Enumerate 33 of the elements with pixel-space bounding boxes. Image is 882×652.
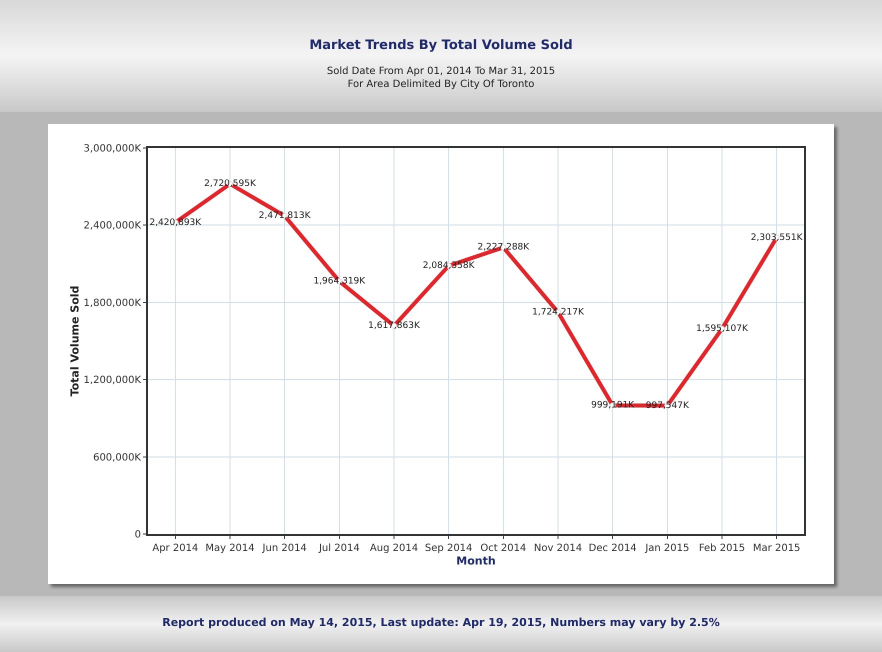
x-tick-label: Jun 2014 [262, 543, 307, 554]
x-tick-label: Jul 2014 [318, 543, 360, 554]
data-label: 999,191K [591, 400, 636, 411]
chart-subtitle: Sold Date From Apr 01, 2014 To Mar 31, 2015 For Area Delimited By City Of Toronto [326, 65, 556, 91]
chart-title: Market Trends By Total Volume Sold [308, 38, 574, 53]
x-tick-label: Apr 2014 [152, 543, 198, 554]
data-label: 2,720,595K [204, 179, 257, 190]
y-tick-label: 1,800,000K [84, 298, 142, 309]
data-label: 2,303,551K [750, 232, 804, 243]
data-label: 997,547K [646, 400, 690, 411]
y-tick-label: 600,000K [93, 452, 142, 464]
x-tick-label: Oct 2014 [480, 543, 526, 554]
y-axis-title: Total Volume Sold [68, 286, 82, 396]
text: Report produced on May 14, 2015, Last update: Apr 19, 2015, Numbers may vary by 2.5% [161, 616, 721, 629]
data-label: 2,227,288K [477, 242, 530, 253]
x-tick-label: Dec 2014 [588, 543, 637, 554]
x-tick-label: Mar 2015 [752, 543, 800, 554]
x-tick-label: Sep 2014 [424, 543, 472, 554]
data-label: 1,964,319K [313, 276, 366, 287]
x-tick-label: Feb 2015 [698, 543, 746, 554]
x-tick-label: May 2014 [205, 543, 255, 554]
y-tick-label: 1,200,000K [84, 375, 142, 386]
x-tick-label: Jan 2015 [644, 543, 690, 554]
data-label: 1,595,107K [696, 324, 749, 334]
x-tick-label: Aug 2014 [370, 543, 418, 554]
y-tick-label: 3,000,000K [84, 144, 142, 154]
data-label: 1,617,863K [368, 321, 421, 332]
y-tick-label: 0 [134, 530, 141, 540]
data-label: 2,420,893K [149, 218, 202, 228]
data-label: 1,724,217K [532, 307, 585, 318]
x-axis-title: Month [456, 554, 496, 568]
x-tick-label: Nov 2014 [534, 543, 582, 554]
y-tick-label: 2,400,000K [84, 220, 142, 232]
